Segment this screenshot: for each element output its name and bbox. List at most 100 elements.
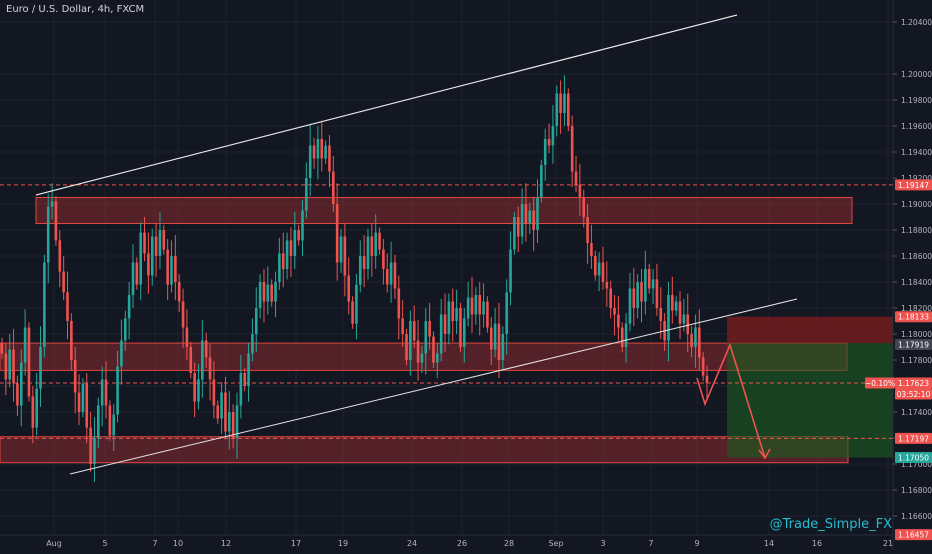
price-label: 1.16457 [898,531,929,540]
candle-up [100,379,104,406]
candle-up [374,232,377,256]
candle-up [563,93,566,113]
candle-down [362,256,366,269]
candle-down [193,373,196,402]
price-label: 1.17050 [898,454,929,463]
projection-path [696,342,766,459]
candle-down [370,236,374,256]
candle-up [46,206,50,263]
candle-down [162,230,166,250]
candle-up [316,139,320,159]
y-tick-label: 1.19400 [901,148,932,157]
candle-up [220,392,223,419]
candle-up [482,301,485,315]
candle-down [686,314,690,334]
price-label-bg [895,339,932,351]
y-tick-label: 1.18600 [901,252,932,261]
candle-down [185,327,189,347]
candle-down [332,171,335,204]
candle-up [120,340,123,367]
candle-up [43,262,46,347]
candle-down [177,282,181,302]
candle-down [590,243,593,256]
x-tick-label: 5 [102,539,107,548]
candle-down [147,253,150,276]
candle-down [570,126,574,172]
candle-up [540,165,543,198]
candle-down [701,357,705,376]
x-tick-label: 16 [812,539,822,548]
candle-up [235,405,239,438]
x-tick-label: 7 [152,539,157,548]
candle-up [667,295,670,341]
candle-down [262,282,266,302]
channel-trendline [69,298,798,475]
candle-up [439,314,443,354]
candle-up [674,301,678,311]
candle-down [620,327,624,347]
candle-up [305,178,308,211]
y-tick-label: 1.17000 [901,460,932,469]
x-tick-label: 7 [648,539,653,548]
x-tick-label: 14 [764,539,774,548]
candle-down [243,373,247,386]
y-tick-label: 1.17400 [901,408,932,417]
candle-down [640,282,643,302]
candle-up [447,301,451,334]
candle-down [578,184,582,198]
x-tick-label: 17 [291,539,301,548]
candle-down [393,262,397,289]
candle-up [555,93,559,126]
candle-up [501,334,505,360]
candle-down [66,292,69,321]
candle-down [659,308,663,321]
price-label-bg [895,452,932,463]
candle-up [301,210,304,241]
sr-zone [0,342,848,371]
x-tick-label: 9 [694,539,699,548]
x-tick-label: 10 [173,539,183,548]
candle-down [470,297,474,315]
sr-zone [0,436,849,464]
price-label-bg [895,432,932,444]
candle-down [489,327,493,350]
candle-down [451,301,455,321]
candle-down [108,405,112,436]
candle-down [335,204,339,263]
candle-down [70,321,73,360]
x-tick-label: 28 [504,539,514,548]
candle-up [254,308,258,334]
candle-down [143,232,146,254]
candle-up [455,308,458,321]
candle-down [104,379,108,406]
candle-up [197,379,200,402]
candle-up [339,236,343,263]
x-tick-label: Sep [548,539,563,548]
candle-down [135,262,139,285]
candle-down [189,347,193,373]
candle-up [50,201,54,207]
candle-down [574,171,578,185]
candle-down [208,357,212,380]
candle-up [389,262,393,285]
candle-down [690,334,693,347]
y-tick-label: 1.19200 [901,174,932,183]
candle-up [436,353,439,363]
candle-up [170,256,173,285]
candle-up [597,262,601,276]
y-tick-label: 1.19000 [901,200,932,209]
candle-up [528,210,532,224]
candle-up [624,323,628,347]
candle-down [12,349,15,384]
candle-down [212,379,216,406]
candle-down [270,284,273,302]
candle-up [131,262,135,295]
candle-down [397,288,401,319]
candle-up [551,126,555,146]
candle-up [409,321,412,360]
candle-up [150,236,154,276]
price-label-bg [895,529,932,541]
candle-down [524,204,528,224]
